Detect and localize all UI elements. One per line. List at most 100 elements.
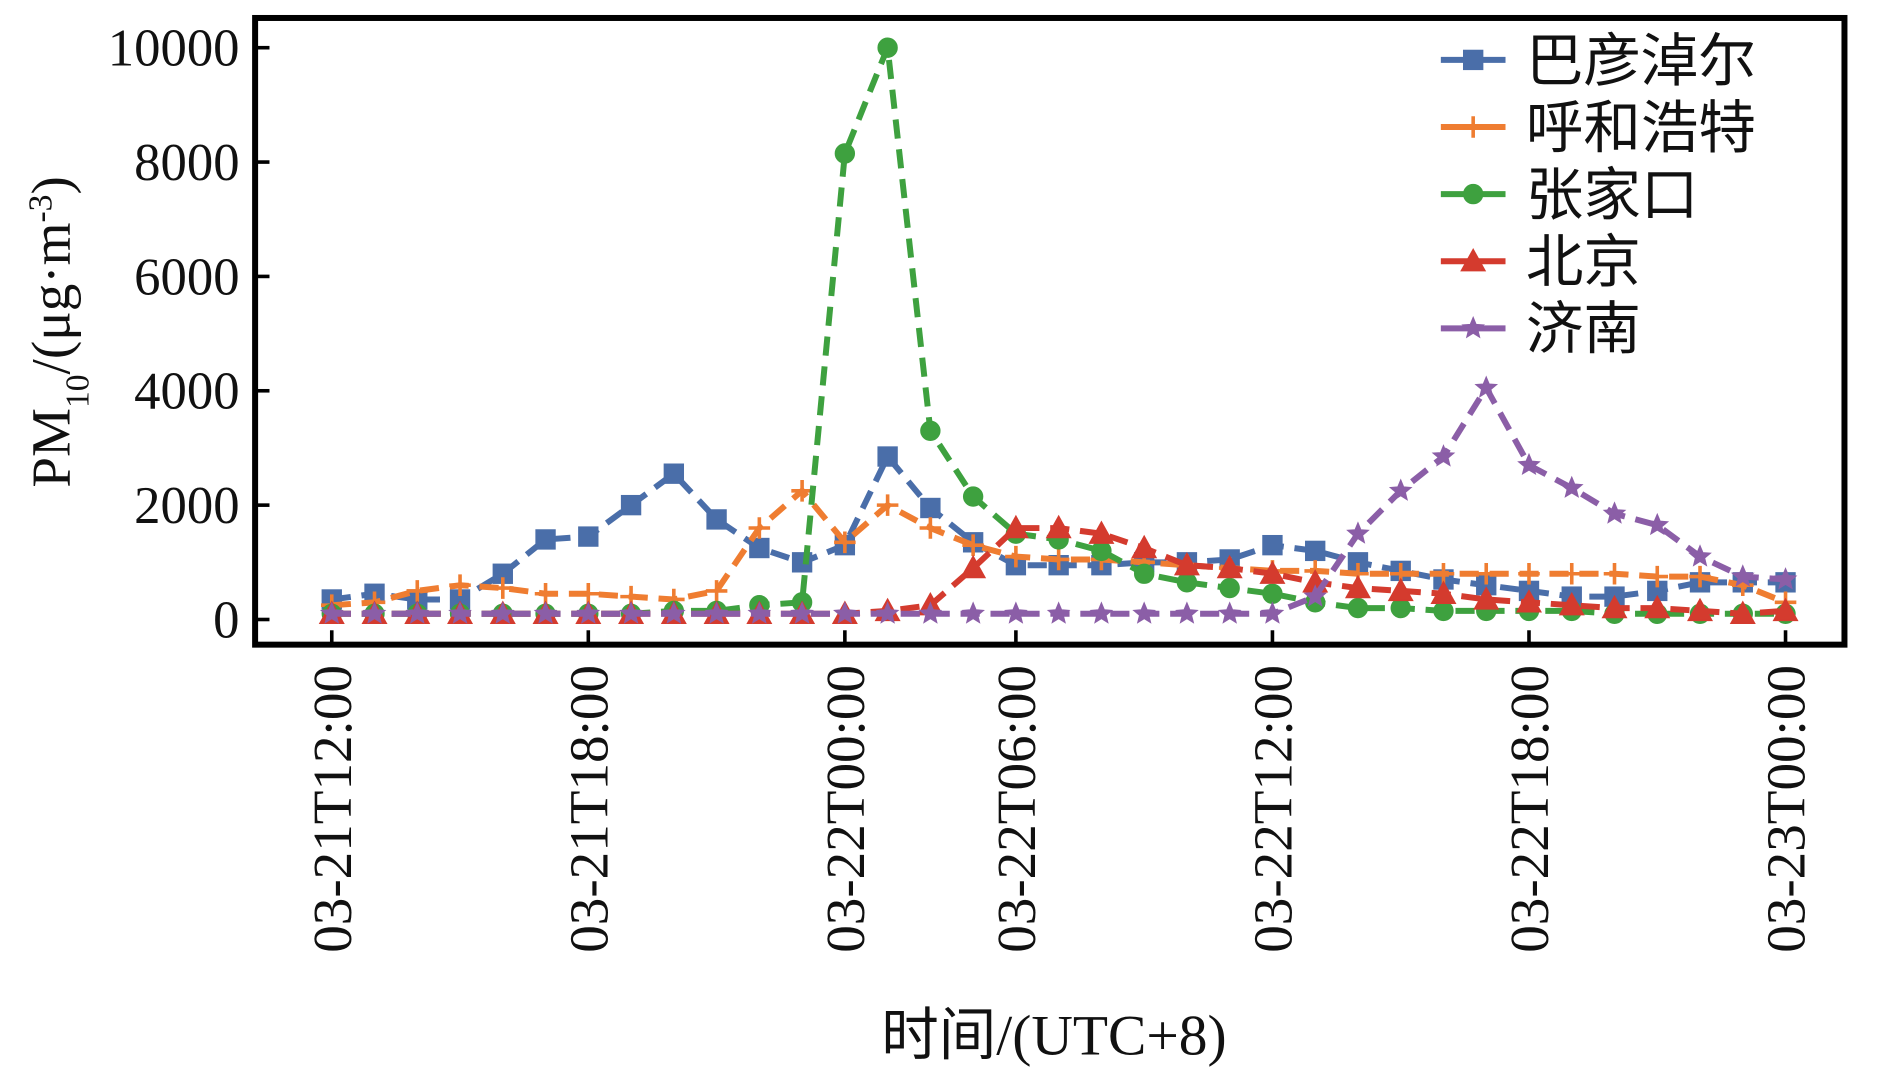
marker xyxy=(490,601,515,624)
marker xyxy=(1558,591,1585,616)
marker xyxy=(1175,601,1199,624)
marker xyxy=(1259,560,1286,584)
marker xyxy=(1262,583,1283,604)
marker xyxy=(1431,444,1456,467)
marker xyxy=(920,420,941,441)
plot-frame xyxy=(252,14,1848,648)
y-tick-label: 8000 xyxy=(134,134,239,192)
marker xyxy=(875,601,900,624)
marker xyxy=(1002,514,1029,539)
marker xyxy=(1217,601,1242,624)
legend-marker xyxy=(1462,183,1484,205)
legend-label: 呼和浩特 xyxy=(1526,97,1756,160)
y-axis-label: PM10/(μg·m-3) xyxy=(20,176,95,487)
marker xyxy=(1047,548,1070,571)
marker xyxy=(876,494,899,516)
legend-label: 张家口 xyxy=(1526,164,1698,227)
marker xyxy=(1687,597,1714,622)
y-axis-label-part: /(μg·m xyxy=(20,222,81,374)
marker xyxy=(1262,534,1283,556)
marker xyxy=(1173,551,1200,576)
marker xyxy=(1260,601,1285,624)
marker xyxy=(1559,475,1584,498)
marker xyxy=(1602,501,1627,524)
marker xyxy=(961,601,985,624)
x-tick-label: 03-22T06:00 xyxy=(986,665,1047,953)
marker xyxy=(877,37,898,58)
y-axis-label-part: -3 xyxy=(22,195,59,223)
legend-label: 北京 xyxy=(1526,232,1641,295)
marker xyxy=(1518,562,1540,585)
marker xyxy=(1005,545,1027,568)
marker xyxy=(1305,540,1326,562)
marker xyxy=(1387,577,1414,602)
marker xyxy=(620,494,642,516)
marker xyxy=(1433,600,1454,622)
marker xyxy=(1004,601,1028,624)
marker xyxy=(1689,565,1711,588)
marker xyxy=(834,531,856,554)
marker xyxy=(1729,600,1756,624)
marker xyxy=(1091,540,1112,562)
marker xyxy=(662,601,686,624)
x-tick-label: 03-22T18:00 xyxy=(1499,665,1560,953)
y-axis-label-part: 10 xyxy=(59,374,96,408)
y-tick-label: 2000 xyxy=(134,477,239,535)
marker xyxy=(747,601,772,624)
marker xyxy=(1133,563,1155,584)
series xyxy=(319,375,1798,624)
marker xyxy=(833,601,857,624)
marker xyxy=(449,574,471,596)
marker xyxy=(1347,597,1369,619)
marker xyxy=(406,580,429,602)
y-tick-label: 0 xyxy=(213,591,239,649)
marker xyxy=(405,601,430,624)
y-axis-label-part: PM xyxy=(20,408,81,488)
legend-marker xyxy=(1462,116,1484,138)
marker xyxy=(1390,597,1411,619)
y-tick-label: 4000 xyxy=(134,363,239,421)
legend-marker xyxy=(1460,247,1487,272)
y-tick-label: 10000 xyxy=(108,20,240,78)
x-tick-label: 03-22T00:00 xyxy=(815,665,876,953)
x-tick-label: 03-21T12:00 xyxy=(302,665,363,953)
marker xyxy=(1046,601,1071,624)
marker xyxy=(492,577,514,599)
marker xyxy=(1473,586,1500,610)
marker xyxy=(533,601,558,624)
marker xyxy=(1132,601,1156,624)
marker xyxy=(1688,544,1712,567)
marker xyxy=(619,601,643,624)
marker xyxy=(1131,534,1158,559)
marker xyxy=(1344,574,1371,599)
x-tick-label: 03-23T00:00 xyxy=(1756,665,1817,953)
marker xyxy=(578,526,599,547)
marker xyxy=(1644,594,1671,619)
marker xyxy=(535,529,556,550)
marker xyxy=(748,517,771,539)
marker xyxy=(1089,601,1114,624)
marker xyxy=(1773,567,1798,590)
marker xyxy=(1730,564,1755,587)
marker xyxy=(362,601,387,624)
marker xyxy=(1176,572,1198,593)
marker xyxy=(1646,565,1669,588)
marker xyxy=(791,480,813,502)
marker xyxy=(962,486,984,507)
marker xyxy=(706,509,727,530)
marker xyxy=(962,534,984,556)
legend-label: 巴彦淖尔 xyxy=(1526,30,1756,93)
legend-label: 济南 xyxy=(1526,299,1641,362)
marker xyxy=(1515,589,1542,613)
legend-marker xyxy=(1461,315,1486,339)
marker xyxy=(960,554,987,579)
marker xyxy=(877,446,898,467)
marker xyxy=(576,601,601,624)
y-tick-label: 6000 xyxy=(134,248,239,306)
marker xyxy=(663,463,685,484)
marker xyxy=(1603,562,1626,585)
marker xyxy=(1560,562,1583,585)
marker xyxy=(1645,512,1670,536)
legend-marker xyxy=(1462,49,1484,71)
